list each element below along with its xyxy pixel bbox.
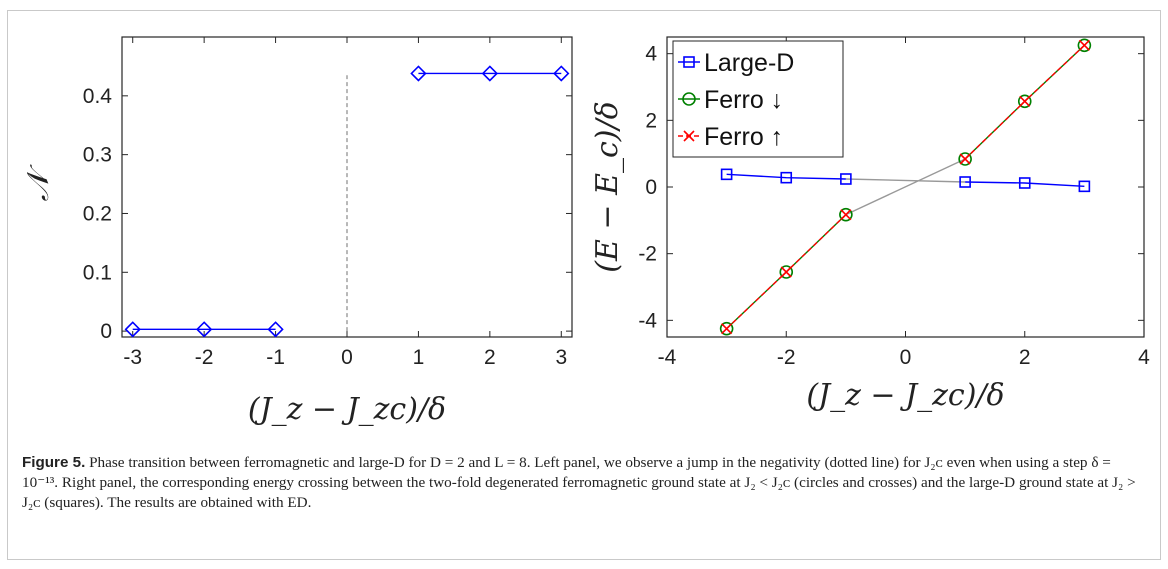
right-square-point <box>720 168 733 181</box>
left-x-tick-label: -1 <box>266 346 285 369</box>
left-plot-frame <box>121 36 573 338</box>
figure-frame <box>7 10 1161 560</box>
legend-square-marker <box>683 56 695 68</box>
right-square-point <box>1078 180 1091 193</box>
left-x-axis-label: (J_z − J_zc)/δ <box>248 392 446 427</box>
right-y-tick-label: 4 <box>645 43 657 66</box>
right-cross-point <box>721 323 733 335</box>
right-y-axis-label: (E − E_c)/δ <box>590 101 625 272</box>
left-x-tick-label: 1 <box>413 346 425 369</box>
right-x-tick-label: 4 <box>1138 346 1150 369</box>
figure-caption: Figure 5. Phase transition between ferro… <box>22 453 1147 513</box>
left-diamond-point <box>553 65 570 82</box>
legend-label: Ferro ↓ <box>704 86 783 114</box>
right-square-point <box>1018 177 1031 189</box>
right-square-point <box>959 176 971 188</box>
left-y-tick-label: 0.3 <box>83 144 112 167</box>
legend-cross-marker <box>683 130 695 142</box>
caption-text: Phase transition between ferromagnetic a… <box>22 454 1136 511</box>
right-square-point <box>840 173 852 185</box>
right-x-axis-label: (J_z − J_zc)/δ <box>806 378 1004 413</box>
left-diamond-point <box>410 65 427 82</box>
right-circle-point <box>839 207 853 222</box>
left-diamond-point <box>196 321 213 338</box>
right-panel: -4 -2 0 2 4 -4 -2 0 2 4 Large-D Ferro ↓ Ferro ↑ (E − … <box>590 36 1150 413</box>
legend-label: Large-D <box>704 49 794 77</box>
right-series-line <box>726 173 846 180</box>
right-legend-box <box>672 40 844 158</box>
right-cross-point <box>959 153 971 165</box>
right-circle-point <box>719 321 734 336</box>
figure-panels: -3 -2 -1 0 1 2 3 0 0.1 0.2 0.3 0.4 𝒩 (J_z − J_zc)/δ -… <box>21 36 1150 427</box>
right-cross-point <box>1078 39 1090 51</box>
left-y-tick-label: 0.2 <box>83 202 112 225</box>
left-diamond-point <box>124 321 141 338</box>
right-series-line <box>965 181 1085 188</box>
caption-lead: Figure 5. <box>22 454 86 471</box>
left-x-tick-label: 0 <box>341 346 353 369</box>
right-circle-point <box>779 265 794 279</box>
right-y-tick-label: -2 <box>638 243 657 266</box>
right-circle-point <box>1017 94 1032 109</box>
legend-circle-marker <box>682 92 696 106</box>
left-y-tick-label: 0.1 <box>83 261 112 284</box>
right-x-tick-label: 2 <box>1019 346 1031 369</box>
left-x-tick-label: 2 <box>484 346 496 369</box>
right-ferro-connector <box>845 158 966 216</box>
right-circle-point <box>1077 38 1092 53</box>
left-y-axis-label: 𝒩 <box>21 163 56 201</box>
left-x-tick-label: -2 <box>195 346 214 369</box>
left-x-tick-label: -3 <box>123 346 142 369</box>
right-cross-point <box>780 266 792 278</box>
right-y-tick-label: -4 <box>638 309 657 332</box>
left-x-tick-label: 3 <box>555 346 567 369</box>
left-y-tick-label: 0 <box>100 320 112 343</box>
right-y-tick-label: 0 <box>645 176 657 199</box>
left-y-tick-label: 0.4 <box>83 85 113 108</box>
right-largeD-connector <box>845 178 966 183</box>
right-circle-point <box>958 152 972 166</box>
left-panel: -3 -2 -1 0 1 2 3 0 0.1 0.2 0.3 0.4 𝒩 (J_z − J_zc)/δ <box>21 36 573 427</box>
right-cross-point <box>1019 95 1031 107</box>
right-x-tick-label: 0 <box>900 346 912 369</box>
right-x-tick-label: -2 <box>777 346 796 369</box>
right-square-point <box>780 171 793 184</box>
left-diamond-point <box>267 321 284 338</box>
right-cross-point <box>840 209 852 221</box>
legend-label: Ferro ↑ <box>704 123 783 151</box>
right-x-tick-label: -4 <box>658 346 677 369</box>
right-y-tick-label: 2 <box>645 109 657 132</box>
left-diamond-point <box>481 65 498 82</box>
